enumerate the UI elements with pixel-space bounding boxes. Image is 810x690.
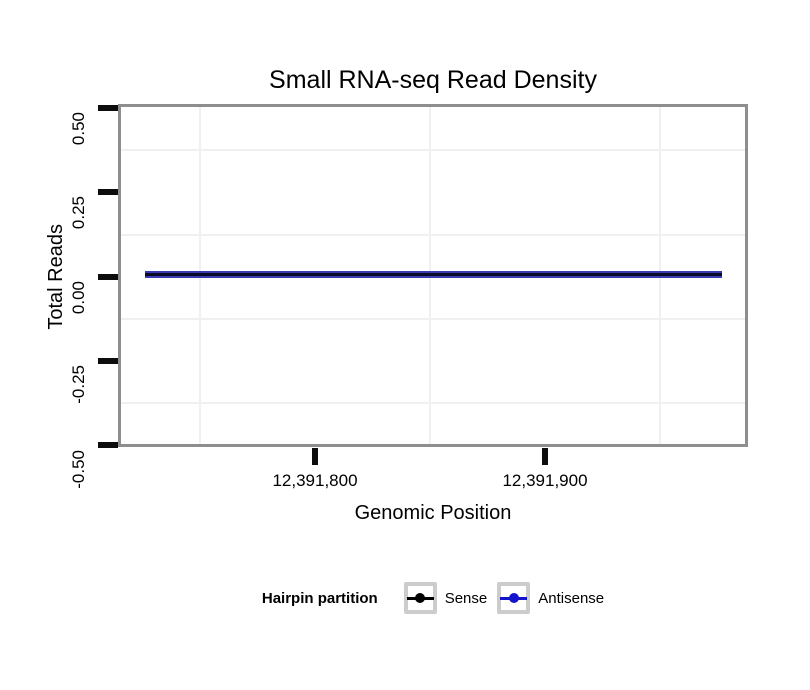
y-axis-tick (98, 189, 118, 195)
x-axis-title: Genomic Position (354, 502, 512, 524)
y-tick-label: 0.25 (69, 196, 88, 230)
y-axis-tick (98, 105, 118, 111)
x-tick-label: 12,391,800 (272, 471, 358, 490)
minor-gridline-horizontal (121, 318, 745, 320)
x-axis-tick (542, 448, 548, 465)
legend-label: Sense (444, 589, 488, 607)
legend: Hairpin partition Sense Antisense (118, 579, 748, 617)
sense-point-icon (415, 593, 426, 603)
minor-gridline-horizontal (121, 149, 745, 151)
sense-series-line (145, 273, 722, 276)
y-axis-tick (98, 442, 118, 448)
x-axis-tick (312, 448, 318, 465)
y-tick-label: 0.00 (69, 281, 88, 315)
chart-title: Small RNA-seq Read Density (269, 66, 597, 94)
y-tick-label: -0.50 (69, 450, 88, 489)
legend-label: Antisense (538, 589, 605, 607)
y-tick-label: -0.25 (69, 365, 88, 404)
antisense-point-icon (508, 593, 519, 603)
minor-gridline-horizontal (121, 234, 745, 236)
y-tick-label: 0.50 (69, 112, 88, 146)
legend-entry-antisense: Antisense (497, 582, 604, 614)
minor-gridline-horizontal (121, 402, 745, 404)
x-tick-label: 12,391,900 (502, 471, 588, 490)
y-axis-tick (98, 274, 118, 280)
y-axis-tick (98, 358, 118, 364)
legend-entry-sense: Sense (403, 582, 488, 614)
legend-key-box (497, 582, 531, 614)
antisense-series-line (145, 271, 722, 278)
y-axis-title: Total Reads (45, 224, 67, 330)
legend-key-box (403, 582, 437, 614)
legend-title: Hairpin partition (261, 589, 378, 607)
